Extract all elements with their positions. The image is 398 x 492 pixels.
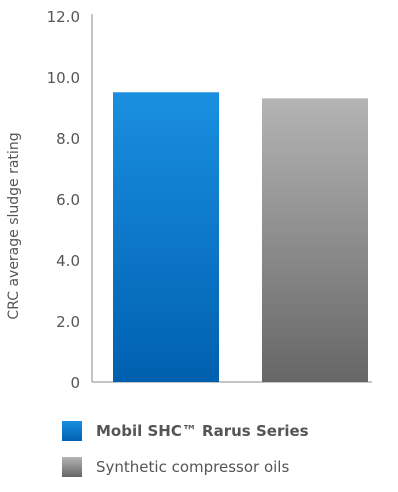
bar-synthetic-compressor-oils [262,98,368,382]
legend-label-mobil: Mobil SHC™ Rarus Series [96,422,309,440]
y-tick-label: 0 [70,374,80,392]
legend-item-mobil: Mobil SHC™ Rarus Series [62,420,309,442]
bar-chart: 0 2.0 4.0 6.0 8.0 10.0 12.0 CRC average sludge… [6,8,372,392]
y-tick-label: 2.0 [56,313,80,331]
y-tick-label: 8.0 [56,130,80,148]
y-tick-label: 4.0 [56,252,80,270]
legend-label-synthetic: Synthetic compressor oils [96,458,290,476]
y-tick-label: 12.0 [47,8,80,26]
legend-item-synthetic: Synthetic compressor oils [62,456,309,478]
legend: Mobil SHC™ Rarus Series Synthetic compre… [62,420,309,492]
y-axis-label: CRC average sludge rating [6,132,22,319]
legend-swatch-gray [62,457,82,477]
legend-swatch-blue [62,421,82,441]
bar-mobil-shc-rarus [113,92,219,382]
y-tick-label: 10.0 [47,69,80,87]
y-tick-label: 6.0 [56,191,80,209]
